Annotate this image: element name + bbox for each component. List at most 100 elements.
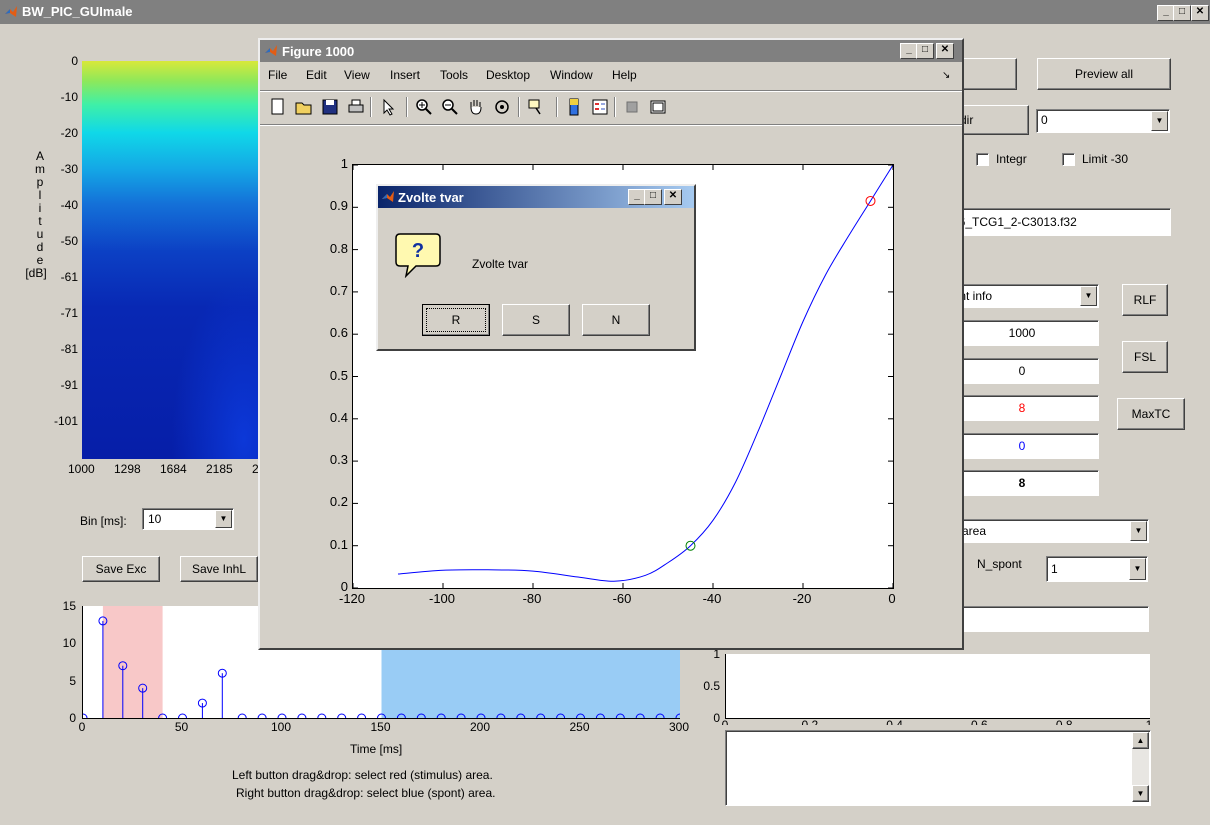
rlf-button[interactable]: RLF — [1122, 284, 1168, 316]
heatmap-plot[interactable] — [82, 61, 262, 459]
close-button[interactable]: ✕ — [936, 43, 954, 59]
integr-label: Integr — [996, 152, 1027, 166]
value-field[interactable]: 0 — [945, 357, 1099, 384]
fsl-button[interactable]: FSL — [1122, 341, 1168, 373]
zoom-out-icon[interactable] — [440, 97, 460, 117]
legend-icon[interactable] — [590, 97, 610, 117]
datacursor-icon[interactable] — [526, 97, 546, 117]
preview-all-button[interactable]: Preview all — [1037, 58, 1171, 90]
log-scrollbar[interactable]: ▲ ▼ — [1132, 732, 1149, 802]
menu-item-insert[interactable]: Insert — [390, 68, 421, 82]
red-stimulus-area[interactable] — [102, 606, 163, 718]
menu-separator — [260, 90, 962, 92]
top-dropdown[interactable]: 0 ▼ — [1036, 109, 1170, 133]
bin-value: 10 — [148, 512, 162, 526]
bin-dropdown[interactable]: 10 ▼ — [142, 508, 234, 530]
maxtc-button[interactable]: MaxTC — [1117, 398, 1185, 430]
point-marker — [685, 540, 696, 551]
psth-xtick-label: 0 — [78, 720, 86, 734]
menu-item-file[interactable]: File — [268, 68, 288, 82]
status-field[interactable] — [945, 606, 1149, 632]
psth-marker — [138, 683, 148, 693]
integr-checkbox[interactable] — [976, 153, 989, 166]
chevron-down-icon[interactable]: ▼ — [1151, 111, 1168, 131]
pan-icon[interactable] — [466, 97, 486, 117]
scroll-up-button[interactable]: ▲ — [1132, 732, 1149, 749]
filename-field[interactable]: 06_TCG1_2-C3013.f32 — [945, 208, 1171, 236]
dock-arrow-icon[interactable]: ↘ — [942, 70, 951, 81]
psth-ytick-label: 5 — [69, 673, 76, 688]
series-line — [397, 164, 894, 582]
heatmap-ytick-label: -30 — [60, 162, 78, 176]
chevron-down-icon[interactable]: ▼ — [1130, 521, 1147, 541]
value-text: 8 — [1018, 476, 1026, 490]
figure-xtick-label: -20 — [792, 591, 812, 606]
dialog-button-s[interactable]: S — [502, 304, 570, 336]
value-field[interactable]: 0 — [945, 432, 1099, 459]
heatmap-xtick-label: 1298 — [114, 462, 141, 476]
open-icon[interactable] — [294, 97, 314, 117]
psth-marker — [237, 713, 247, 723]
heatmap-ylabel-char: A — [35, 149, 44, 163]
chevron-down-icon[interactable]: ▼ — [1129, 558, 1146, 580]
zoom-in-icon[interactable] — [414, 97, 434, 117]
psth-note-1: Left button drag&drop: select red (stimu… — [232, 768, 493, 782]
colorbar-icon[interactable] — [564, 97, 584, 117]
maximize-button[interactable]: □ — [644, 189, 662, 205]
dialog-button-n[interactable]: N — [582, 304, 650, 336]
main-window-title: BW_PIC_GUImale — [22, 4, 133, 19]
menu-item-edit[interactable]: Edit — [306, 68, 327, 82]
area-dropdown[interactable]: area ▼ — [945, 519, 1149, 543]
save-inh-button[interactable]: Save InhL — [180, 556, 258, 582]
maximize-button[interactable]: □ — [916, 43, 934, 59]
value-field[interactable]: 1000 — [945, 320, 1099, 346]
figure-title-bar: Figure 1000 _ □ ✕ — [260, 40, 962, 62]
figure-ytick-label: 0.7 — [329, 282, 348, 298]
new-icon[interactable] — [268, 97, 288, 117]
dialog-button-r[interactable]: R — [422, 304, 490, 336]
nspont-dropdown[interactable]: 1 ▼ — [1046, 556, 1148, 582]
menu-item-desktop[interactable]: Desktop — [486, 68, 531, 82]
nspont-label: N_spont — [977, 557, 1022, 571]
save-exc-button[interactable]: Save Exc — [82, 556, 160, 582]
close-button[interactable]: ✕ — [1191, 5, 1209, 21]
maximize-button[interactable]: □ — [1173, 5, 1191, 21]
limit-checkbox[interactable] — [1062, 153, 1075, 166]
menu-item-view[interactable]: View — [344, 68, 370, 82]
heatmap-ytick-label: -10 — [60, 90, 78, 104]
rotate-icon[interactable] — [492, 97, 512, 117]
chevron-down-icon[interactable]: ▼ — [215, 510, 232, 528]
print-icon[interactable] — [346, 97, 366, 117]
toolbar-divider — [406, 97, 408, 117]
info-dropdown[interactable]: oint info ▼ — [945, 284, 1099, 308]
heatmap-ytick-label: -40 — [60, 198, 78, 212]
heatmap-ytick-label: -81 — [60, 342, 78, 356]
menu-item-window[interactable]: Window — [550, 68, 593, 82]
pointer-icon[interactable] — [378, 97, 398, 117]
menu-item-tools[interactable]: Tools — [440, 68, 469, 82]
figure-xtick-label: -60 — [612, 591, 632, 606]
menu-item-help[interactable]: Help — [612, 68, 637, 82]
value-text: 0 — [1018, 363, 1026, 378]
chevron-down-icon[interactable]: ▼ — [1080, 286, 1097, 306]
value-field[interactable]: 8 — [945, 470, 1099, 496]
scroll-down-button[interactable]: ▼ — [1132, 785, 1149, 802]
psth-xtick-label: 250 — [569, 720, 590, 734]
close-button[interactable]: ✕ — [664, 189, 682, 205]
small-ytick-label: 1 — [713, 647, 720, 661]
save-icon[interactable] — [320, 97, 340, 117]
limit-label: Limit -30 — [1082, 152, 1129, 166]
value-field[interactable]: 8 — [945, 395, 1099, 421]
psth-marker — [337, 713, 347, 723]
heatmap-ylabel-char: d — [36, 240, 44, 254]
small-ytick-label: 0.5 — [703, 679, 720, 693]
show-plot-tools-icon[interactable] — [648, 97, 668, 117]
hide-plot-tools-icon[interactable] — [622, 97, 642, 117]
heatmap-ytick-label: -71 — [60, 306, 78, 320]
psth-plot[interactable] — [78, 606, 685, 723]
log-textarea[interactable]: ▲ ▼ — [725, 730, 1151, 806]
psth-xtick-label: 50 — [174, 720, 189, 734]
question-icon: ? — [394, 230, 442, 279]
value-text: 0 — [1018, 438, 1026, 453]
